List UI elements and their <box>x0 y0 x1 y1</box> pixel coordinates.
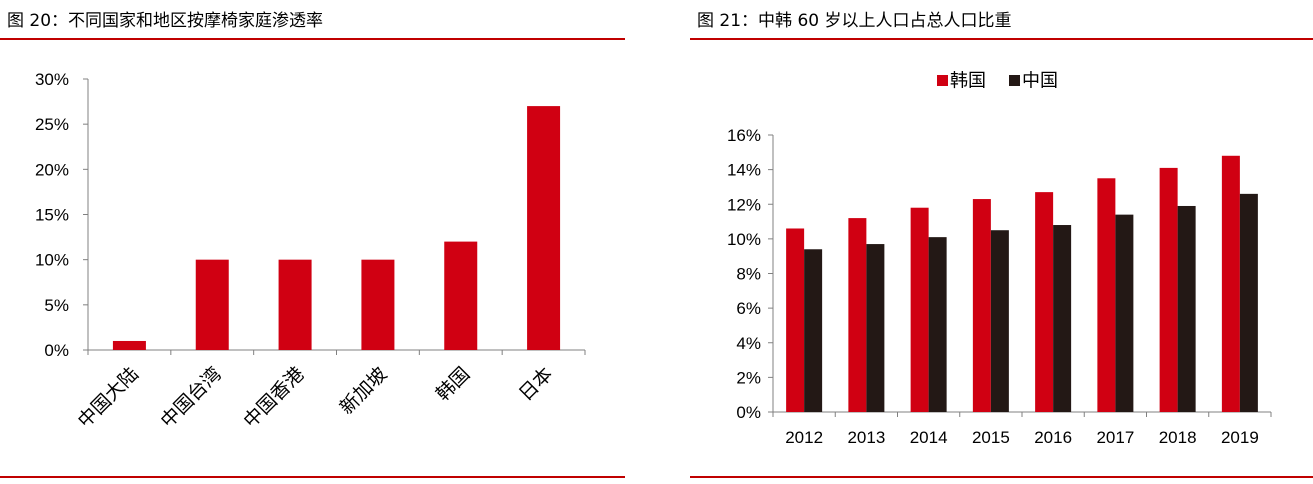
y-tick-label: 5% <box>44 296 69 315</box>
bar-korea <box>1097 178 1116 412</box>
bar <box>361 259 395 350</box>
bar-korea <box>972 199 991 412</box>
y-tick-label: 16% <box>727 126 761 145</box>
left-figure-panel: 图 20：不同国家和地区按摩椅家庭渗透率 0% 5% 10% 15% 20% 25% 30%… <box>0 0 625 484</box>
x-category-label: 2016 <box>1034 428 1072 447</box>
y-tick-label: 30% <box>35 70 69 89</box>
bar <box>112 340 146 350</box>
legend-label: 韩国 <box>950 71 986 92</box>
bar-china <box>804 249 823 412</box>
bar-china <box>1239 193 1258 412</box>
y-tick-label: 10% <box>35 251 69 270</box>
y-tick-label: 20% <box>35 160 69 179</box>
y-tick-label: 6% <box>736 299 761 318</box>
x-category-label: 2012 <box>785 428 823 447</box>
bar-korea <box>848 218 867 412</box>
bar-korea <box>786 228 805 412</box>
left-bottom-rule <box>0 476 625 478</box>
x-category-label: 中国大陆 <box>74 363 143 432</box>
y-tick-label: 0% <box>44 341 69 360</box>
bar <box>444 241 478 350</box>
bar <box>278 259 312 350</box>
y-tick-label: 12% <box>727 195 761 214</box>
y-tick-label: 25% <box>35 115 69 134</box>
x-category-label: 2018 <box>1159 428 1197 447</box>
x-category-label: 2015 <box>972 428 1010 447</box>
x-category-label: 中国台湾 <box>156 363 225 432</box>
bar-china <box>1177 205 1196 412</box>
right-top-rule <box>690 38 1313 40</box>
bar-china <box>1053 225 1072 412</box>
bar-korea <box>1221 155 1240 412</box>
right-figure-title: 图 21：中韩 60 岁以上人口占总人口比重 <box>697 11 1012 31</box>
left-top-rule <box>0 38 625 40</box>
x-category-label: 2017 <box>1096 428 1134 447</box>
y-tick-label: 0% <box>736 403 761 422</box>
x-category-label: 2019 <box>1221 428 1259 447</box>
right-bar-chart: 0% 2% 4% 6% 8% 10% 12% 14% 16% 2012 2013 2014 2015 20… <box>727 71 1272 447</box>
right-bottom-rule <box>690 476 1313 478</box>
y-tick-label: 14% <box>727 161 761 180</box>
legend-label: 中国 <box>1022 71 1058 92</box>
y-tick-label: 10% <box>727 230 761 249</box>
bar <box>195 259 229 350</box>
left-figure-title: 图 20：不同国家和地区按摩椅家庭渗透率 <box>7 11 324 31</box>
y-tick-label: 4% <box>736 334 761 353</box>
x-category-label: 韩国 <box>432 363 474 405</box>
x-category-label: 2013 <box>847 428 885 447</box>
bar-china <box>866 244 885 412</box>
bar-china <box>990 230 1009 412</box>
x-category-label: 中国香港 <box>239 363 308 432</box>
y-tick-label: 2% <box>736 368 761 387</box>
x-category-label: 2014 <box>910 428 948 447</box>
left-bar-chart: 0% 5% 10% 15% 20% 25% 30% 中国大陆 中国台湾 中国香港 新加坡 韩国 日本 <box>35 70 586 432</box>
legend-swatch <box>937 75 948 86</box>
y-tick-label: 15% <box>35 206 69 225</box>
bar-korea <box>1159 167 1178 412</box>
bar <box>527 106 561 350</box>
right-figure-panel: 图 21：中韩 60 岁以上人口占总人口比重 0% 2% 4% 6% 8% 10% 12% 1… <box>690 0 1313 484</box>
x-category-label: 日本 <box>515 363 557 405</box>
y-tick-label: 8% <box>736 265 761 284</box>
bar-china <box>1115 214 1134 412</box>
bar-china <box>928 237 947 412</box>
x-category-label: 新加坡 <box>336 363 392 419</box>
bar-korea <box>910 207 929 412</box>
legend-swatch <box>1009 75 1020 86</box>
bar-korea <box>1035 192 1054 412</box>
